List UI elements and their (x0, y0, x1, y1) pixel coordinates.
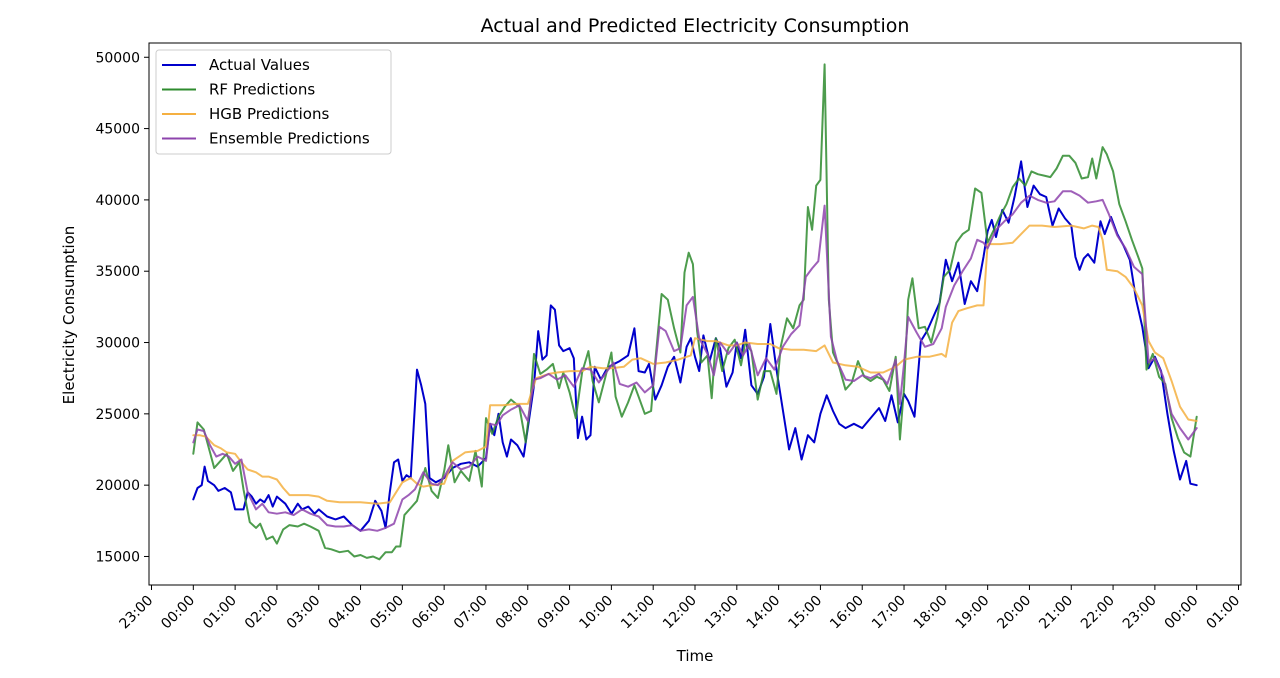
x-axis-label: Time (676, 647, 714, 665)
y-tick-label: 30000 (95, 336, 140, 352)
series-line-ensemble-predictions (192, 190, 1198, 532)
y-tick-label: 20000 (95, 478, 140, 494)
legend-box (155, 49, 392, 155)
legend-entry: HGB Predictions (209, 105, 329, 123)
series-lines (192, 63, 1198, 561)
y-tick-label: 35000 (95, 264, 140, 280)
series-line-rf-predictions (192, 63, 1198, 561)
legend-entry: Actual Values (209, 56, 310, 74)
legend: Actual Values RF Predictions HGB Predictio… (155, 49, 392, 155)
legend-entry: Ensemble Predictions (209, 130, 370, 148)
y-tick-label: 45000 (95, 122, 140, 138)
y-tick-label: 25000 (95, 407, 140, 423)
y-tick-label: 15000 (95, 549, 140, 565)
chart-title: Actual and Predicted Electricity Consump… (481, 15, 910, 37)
y-tick-label: 40000 (95, 193, 140, 209)
y-tick-label: 50000 (95, 50, 140, 66)
y-axis-label: Electricity Consumption (60, 226, 78, 405)
series-line-hgb-predictions (192, 224, 1198, 505)
legend-entry: RF Predictions (209, 81, 315, 99)
